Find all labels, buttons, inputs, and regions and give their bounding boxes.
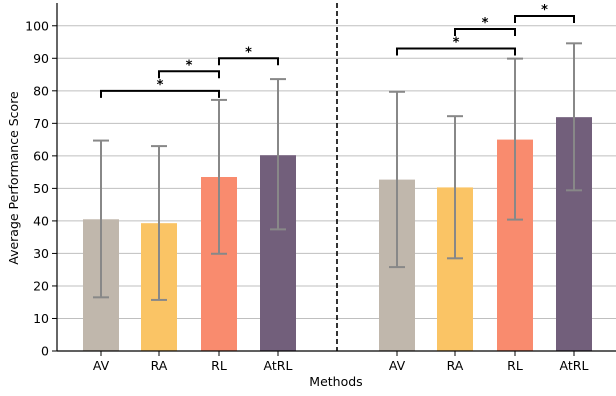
x-tick-label: RL [507,358,523,373]
y-tick-label: 60 [33,148,49,163]
axes: 0 10 20 30 40 50 60 70 80 90 100 AV RA RL AtRL AV RA RL At… [25,3,616,373]
y-tick-label: 100 [25,18,49,33]
y-tick-label: 80 [33,83,49,98]
x-tick-label: AtRL [264,358,293,373]
x-tick-label: RA [151,358,168,373]
y-tick-label: 20 [33,278,49,293]
y-tick-label: 50 [33,181,49,196]
x-tick-label: AV [389,358,406,373]
significance-star: * [157,78,164,93]
significance-star: * [541,3,548,18]
significance-bracket [454,28,516,37]
y-tick-label: 0 [41,344,49,359]
significance-star: * [186,58,193,73]
significance-star: * [245,45,252,60]
x-axis-title: Methods [309,374,362,389]
significance-bracket [100,89,220,98]
y-tick-label: 10 [33,311,49,326]
significance-star: * [482,16,489,31]
y-tick-label: 70 [33,116,49,131]
y-tick-label: 30 [33,246,49,261]
significance-bracket [396,47,516,56]
y-tick-label: 40 [33,213,49,228]
significance-star: * [453,36,460,51]
x-tick-label: RA [447,358,464,373]
significance-brackets: * * * * * * [100,3,575,98]
y-tick-label: 90 [33,51,49,66]
error-bars [93,42,582,301]
x-tick-label: AV [93,358,110,373]
significance-bracket [218,57,279,66]
y-axis-title: Average Performance Score [6,91,21,265]
x-tick-label: AtRL [560,358,589,373]
significance-bracket [514,15,575,24]
x-tick-label: RL [211,358,227,373]
significance-bracket [158,70,220,79]
